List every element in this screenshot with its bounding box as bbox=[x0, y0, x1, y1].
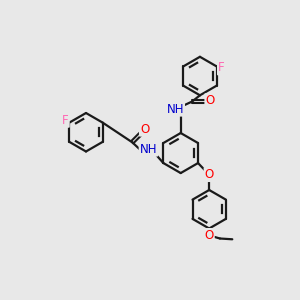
Text: O: O bbox=[205, 94, 214, 107]
Text: O: O bbox=[205, 229, 214, 242]
Text: F: F bbox=[62, 114, 69, 127]
Text: F: F bbox=[218, 61, 225, 74]
Text: NH: NH bbox=[140, 143, 157, 156]
Text: O: O bbox=[140, 123, 149, 136]
Text: NH: NH bbox=[167, 103, 184, 116]
Text: O: O bbox=[205, 168, 214, 181]
